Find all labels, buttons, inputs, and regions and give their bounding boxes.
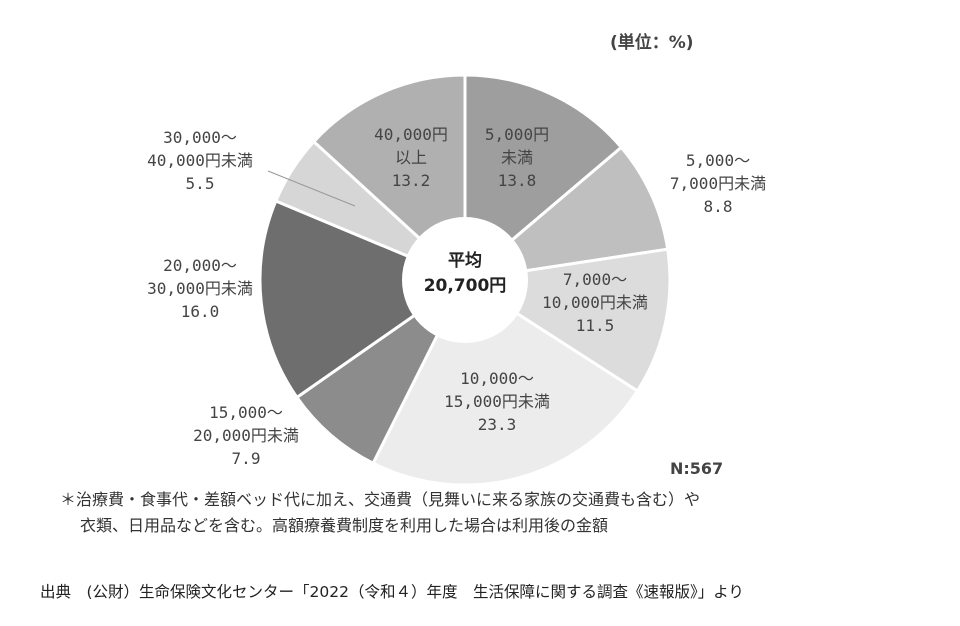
center-hole xyxy=(402,217,528,343)
center-label-title: 平均 xyxy=(448,250,482,271)
slice-value-label: 23.3 xyxy=(478,415,517,434)
slice-category-label: 10,000円未満 xyxy=(542,293,648,312)
slice-value-label: 11.5 xyxy=(576,316,615,335)
slice-category-label: 40,000円未満 xyxy=(147,151,253,170)
slice-category-label: 30,000～ xyxy=(163,128,237,147)
slice-category-label: 15,000円未満 xyxy=(444,392,550,411)
footnote-line-2: 衣類、日用品などを含む。高額療養費制度を利用した場合は利用後の金額 xyxy=(80,516,609,535)
slice-value-label: 7.9 xyxy=(232,449,261,468)
unit-label: (単位：%) xyxy=(610,32,694,53)
footnote-line-1: ＊治療費・食事代・差額ベッド代に加え、交通費（見舞いに来る家族の交通費も含む）や xyxy=(60,490,701,509)
slice-category-label: 40,000円 xyxy=(374,125,448,144)
slice-category-label: 以上 xyxy=(395,148,427,167)
slice-value-label: 8.8 xyxy=(704,197,733,216)
slice-value-label: 16.0 xyxy=(181,302,220,321)
slice-category-label: 10,000～ xyxy=(460,369,534,388)
pie-slice-6 xyxy=(258,198,469,400)
center-label-value: 20,700円 xyxy=(424,276,507,296)
slice-category-label: 20,000～ xyxy=(163,256,237,275)
sample-size-label: N:567 xyxy=(670,459,723,478)
slice-value-label: 13.8 xyxy=(498,171,537,190)
leader-line xyxy=(267,170,356,207)
slice-category-label: 7,000円未満 xyxy=(670,174,766,193)
pie-slice-8 xyxy=(311,73,467,284)
pie-slice-4 xyxy=(371,277,640,487)
slice-category-label: 5,000～ xyxy=(686,151,750,170)
slice-value-label: 13.2 xyxy=(392,171,431,190)
pie-slice-1 xyxy=(463,73,624,284)
slice-category-label: 7,000～ xyxy=(563,270,627,289)
slice-value-label: 5.5 xyxy=(186,174,215,193)
source-citation: 出典 (公財）生命保険文化センター「2022（令和４）年度 生活保障に関する調査… xyxy=(40,583,744,601)
slice-category-label: 30,000円未満 xyxy=(147,279,253,298)
slice-category-label: 20,000円未満 xyxy=(193,426,299,445)
slice-category-label: 15,000～ xyxy=(209,403,283,422)
slice-category-label: 未満 xyxy=(501,148,533,167)
slice-category-label: 5,000円 xyxy=(485,125,549,144)
